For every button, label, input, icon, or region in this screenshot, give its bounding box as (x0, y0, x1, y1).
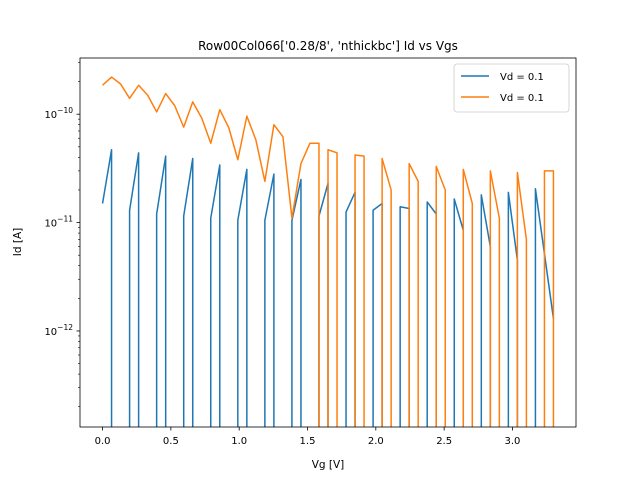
y-tick-base: 10 (44, 219, 57, 230)
legend: Vd = 0.1 Vd = 0.1 (453, 63, 570, 113)
y-tick-exponent: −12 (57, 323, 73, 332)
y-axis-label: Id [A] (12, 228, 24, 256)
series-layer (101, 76, 555, 427)
x-tick-label: 3.0 (505, 436, 521, 447)
y-tick-label: 10−11 (44, 215, 73, 230)
x-tick-label: 0.0 (95, 436, 111, 447)
x-tick-label: 0.5 (163, 436, 179, 447)
series-line-1 (101, 148, 555, 427)
series-line-2 (102, 76, 555, 427)
plot-frame (79, 57, 577, 428)
y-tick-exponent: −10 (57, 106, 73, 115)
x-tick-label: 2.0 (368, 436, 384, 447)
y-tick-label: 10−10 (44, 106, 73, 121)
x-tick-label: 2.5 (436, 436, 452, 447)
y-tick-label: 10−12 (44, 323, 73, 338)
y-tick-base: 10 (44, 327, 57, 338)
y-tick-exponent: −11 (57, 215, 73, 224)
y-tick-base: 10 (44, 110, 57, 121)
x-axis: 0.0 0.5 1.0 1.5 2.0 2.5 3.0 (95, 427, 521, 447)
legend-label-1: Vd = 0.1 (500, 72, 544, 83)
x-tick-label: 1.5 (300, 436, 316, 447)
x-tick-label: 1.0 (231, 436, 247, 447)
chart-title: Row00Col066['0.28/8', 'nthickbc'] Id vs … (198, 39, 458, 53)
legend-label-2: Vd = 0.1 (500, 93, 544, 104)
x-axis-label: Vg [V] (312, 459, 345, 471)
